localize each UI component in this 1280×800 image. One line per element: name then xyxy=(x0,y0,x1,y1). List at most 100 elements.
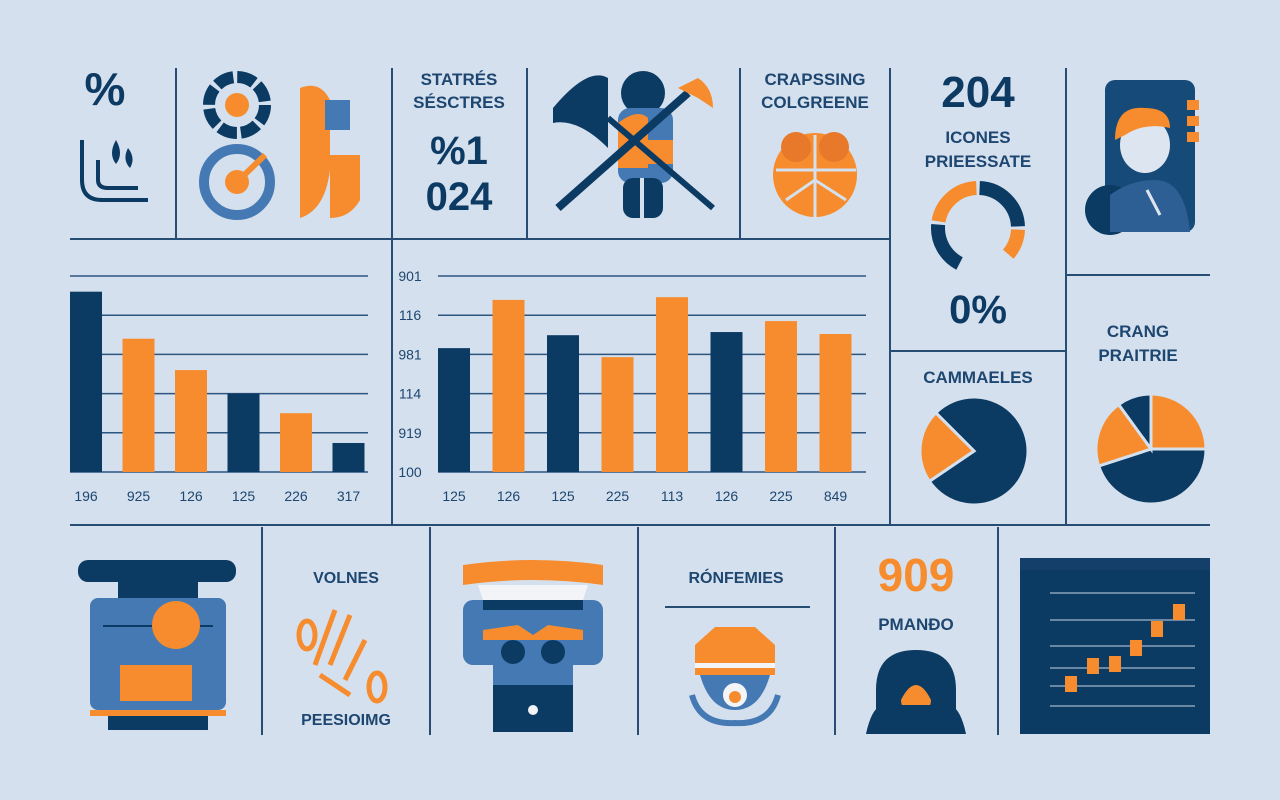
divider xyxy=(834,527,836,735)
worker-tools-icon xyxy=(553,71,715,218)
x-tick-label: 125 xyxy=(551,488,575,504)
y-tick-label: 901 xyxy=(398,268,422,284)
divider xyxy=(429,527,431,735)
bar xyxy=(438,348,470,472)
bar xyxy=(765,321,797,472)
y-tick-label: 100 xyxy=(398,464,422,480)
x-tick-label: 126 xyxy=(179,488,203,504)
x-tick-label: 126 xyxy=(497,488,521,504)
volnes-caption: PEESIOIMG xyxy=(301,712,391,729)
divider xyxy=(175,68,177,238)
divider xyxy=(739,68,741,238)
pie-slice xyxy=(918,410,977,484)
divider xyxy=(665,606,810,608)
pie-chart-crang xyxy=(1094,392,1208,506)
divider xyxy=(526,68,528,238)
bar xyxy=(547,335,579,472)
value-label: PMANĐO xyxy=(878,615,954,634)
target-icons xyxy=(199,71,360,220)
crapsing-title: CRAPSSING COLGREENE xyxy=(745,68,885,114)
bar xyxy=(819,334,852,472)
bar xyxy=(492,299,525,472)
bar xyxy=(656,297,688,472)
donut-chart xyxy=(931,181,1025,270)
x-tick-label: 196 xyxy=(74,488,98,504)
bar xyxy=(332,442,365,472)
stats-title: STATRÉS SÉSCTRES xyxy=(398,68,520,114)
divider xyxy=(997,527,999,735)
percent-slashes-icon xyxy=(296,609,388,704)
machine-icon xyxy=(78,560,236,730)
x-tick-label: 225 xyxy=(606,488,630,504)
donut-percent: 0% xyxy=(949,288,1007,332)
pie-slice xyxy=(1094,402,1154,468)
count-value: 204 xyxy=(941,68,1015,117)
x-tick-label: 113 xyxy=(661,488,684,504)
divider xyxy=(391,68,393,525)
donut-segment xyxy=(1002,228,1025,259)
crang-title-line: PRAITRIE xyxy=(1098,346,1178,365)
crang-title-line: CRANG xyxy=(1106,322,1170,341)
bar xyxy=(70,291,102,472)
x-tick-label: 317 xyxy=(337,488,361,504)
donut-segment xyxy=(931,223,964,270)
y-tick-label: 981 xyxy=(398,346,422,362)
x-tick-label: 226 xyxy=(284,488,308,504)
stats-title-line: SÉSCTRES xyxy=(413,93,505,112)
count-label-line: PRIEESSATE xyxy=(924,152,1032,171)
x-tick-label: 225 xyxy=(769,488,793,504)
x-tick-label: 126 xyxy=(715,488,739,504)
x-tick-label: 125 xyxy=(232,488,256,504)
donut-segment xyxy=(931,181,978,223)
divider xyxy=(1065,68,1067,525)
bar xyxy=(601,357,634,472)
y-tick-label: 919 xyxy=(398,425,422,441)
cammaeles-title: CAMMAELES xyxy=(923,368,1033,387)
bar xyxy=(122,338,155,472)
stats-value: 024 xyxy=(425,175,493,219)
count-label: ICONES PRIEESSATE xyxy=(890,126,1066,174)
divider xyxy=(261,527,263,735)
person-portrait-icon xyxy=(1085,80,1199,235)
pie-slice xyxy=(1149,392,1208,451)
hand-plant-icon xyxy=(80,140,148,202)
crapsing-title-line: CRAPSSING xyxy=(764,70,866,89)
stats-title-line: STATRÉS xyxy=(420,70,498,89)
bar-chart-left: 196 925 126 125 226 317 xyxy=(70,275,368,504)
bar xyxy=(710,332,743,472)
divider xyxy=(1066,274,1210,276)
donut-segment xyxy=(978,181,1025,228)
orange-cells-icon xyxy=(773,132,857,217)
ronfemies-title: RÓNFEMIES xyxy=(688,570,784,587)
y-tick-label: 114 xyxy=(399,386,422,402)
stats-value: %1 xyxy=(430,129,488,173)
hooded-figure-icon xyxy=(866,650,966,734)
candlestick-panel-icon xyxy=(1020,558,1210,734)
y-tick-label: 116 xyxy=(399,307,422,323)
face-badge-icon xyxy=(689,627,781,727)
pie-slice xyxy=(1116,392,1153,454)
bar xyxy=(227,393,260,472)
bar xyxy=(280,413,312,472)
divider xyxy=(70,238,890,240)
crapsing-title-line: COLGREENE xyxy=(761,93,869,112)
volnes-title: VOLNES xyxy=(313,570,379,587)
divider xyxy=(637,527,639,735)
x-tick-label: 125 xyxy=(442,488,466,504)
bar-chart-right: 100 919 114 981 116 901 125 126 125 225 113 126 225 8… xyxy=(398,268,866,504)
percent-symbol: % xyxy=(84,63,126,115)
pie-slice xyxy=(927,395,1030,507)
divider xyxy=(889,68,891,525)
x-tick-label: 849 xyxy=(824,488,848,504)
x-tick-label: 925 xyxy=(127,488,151,504)
count-label-line: ICONES xyxy=(945,128,1011,147)
bar xyxy=(175,370,207,472)
crang-title: CRANG PRAITRIE xyxy=(1066,320,1210,368)
robot-face-icon xyxy=(463,560,603,732)
value-909: 909 xyxy=(877,549,955,601)
stats-values: %1 024 xyxy=(398,128,520,220)
pie-slice xyxy=(1096,447,1208,506)
divider xyxy=(70,524,1210,526)
divider xyxy=(890,350,1066,352)
pie-chart-cammaeles xyxy=(918,395,1030,507)
